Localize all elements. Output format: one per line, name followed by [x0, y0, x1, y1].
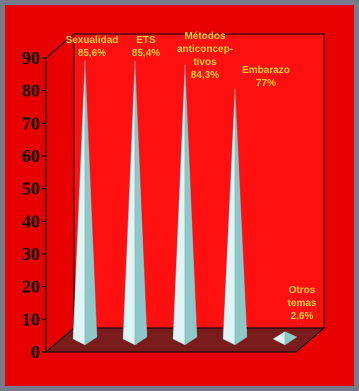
bar-2 [122, 61, 148, 346]
data-label-2: ETS 85,4% [132, 35, 160, 59]
y-tick-label: 0 [31, 342, 40, 362]
y-tick-label: 60 [22, 146, 40, 166]
data-label-1: Sexualidad 85,6% [66, 35, 119, 59]
bar-4 [222, 88, 248, 346]
bar-face-dark [284, 331, 298, 346]
y-tick-label: 50 [22, 179, 40, 199]
y-tick-label: 40 [22, 211, 40, 231]
bar-face-dark [84, 60, 98, 346]
y-tick-label: 80 [22, 81, 40, 101]
bar-3 [172, 64, 198, 346]
y-tick-label: 90 [22, 48, 40, 68]
data-label-4: Embarazo 77% [242, 65, 290, 89]
bar-face-dark [184, 64, 198, 346]
data-label-3: Métodos anticoncep-tivos 84,3% [177, 31, 233, 81]
data-label-5: Otros temas 2,6% [288, 285, 317, 322]
y-tick-label: 70 [22, 113, 40, 133]
bar-5 [272, 331, 298, 346]
y-tick-label: 20 [22, 277, 40, 297]
bar-1 [72, 60, 98, 346]
y-tick-label: 30 [22, 244, 40, 264]
y-tick-label: 10 [22, 309, 40, 329]
bar-face-dark [234, 88, 248, 346]
bar-face-dark [134, 61, 148, 346]
wall-top-edge [45, 33, 75, 59]
